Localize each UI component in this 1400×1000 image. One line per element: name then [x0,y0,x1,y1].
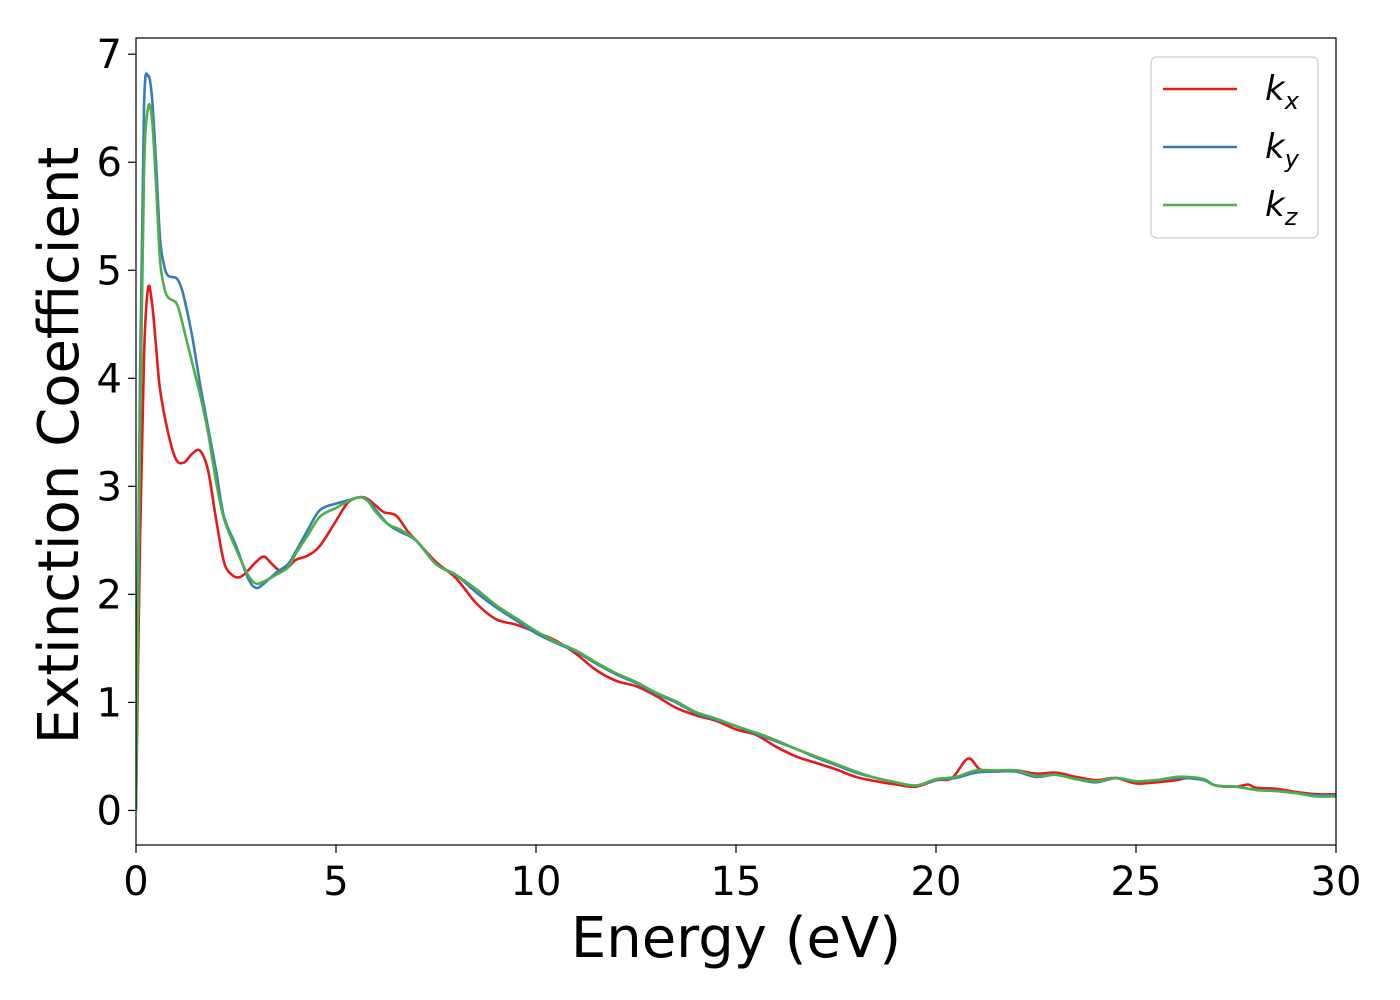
legend-label-ky: ky [1265,127,1300,173]
legend-label-kz: kz [1265,185,1299,231]
series-line-kz [136,103,1336,811]
legend-label-base: k [1265,185,1286,225]
y-tick-label: 1 [97,680,122,726]
legend-label-subscript: x [1284,87,1300,115]
x-tick-label: 5 [323,859,348,905]
legend-label-base: k [1265,127,1286,167]
legend-label-subscript: y [1284,145,1300,173]
x-tick-label: 25 [1111,859,1162,905]
x-axis-ticks: 0 5 10 15 20 25 30 [123,845,1361,905]
y-tick-label: 6 [97,140,122,186]
x-axis-label: Energy (eV) [571,906,901,971]
legend-label-subscript: z [1284,203,1299,231]
y-tick-label: 0 [97,788,122,834]
x-tick-label: 15 [711,859,762,905]
x-tick-label: 20 [911,859,962,905]
y-tick-label: 7 [97,32,122,78]
x-tick-label: 10 [511,859,562,905]
y-tick-label: 2 [97,572,122,618]
series-line-kx [136,284,1336,811]
legend-label-kx: kx [1265,69,1300,115]
x-tick-label: 30 [1311,859,1362,905]
y-axis-label: Extinction Coefficient [27,147,92,745]
series-layer [136,72,1336,811]
y-axis-ticks: 0 1 2 3 4 5 6 7 [97,32,136,834]
y-tick-label: 5 [97,248,122,294]
y-tick-label: 4 [97,356,122,402]
y-tick-label: 3 [97,464,122,510]
legend-label-base: k [1265,69,1286,109]
x-tick-label: 0 [123,859,148,905]
